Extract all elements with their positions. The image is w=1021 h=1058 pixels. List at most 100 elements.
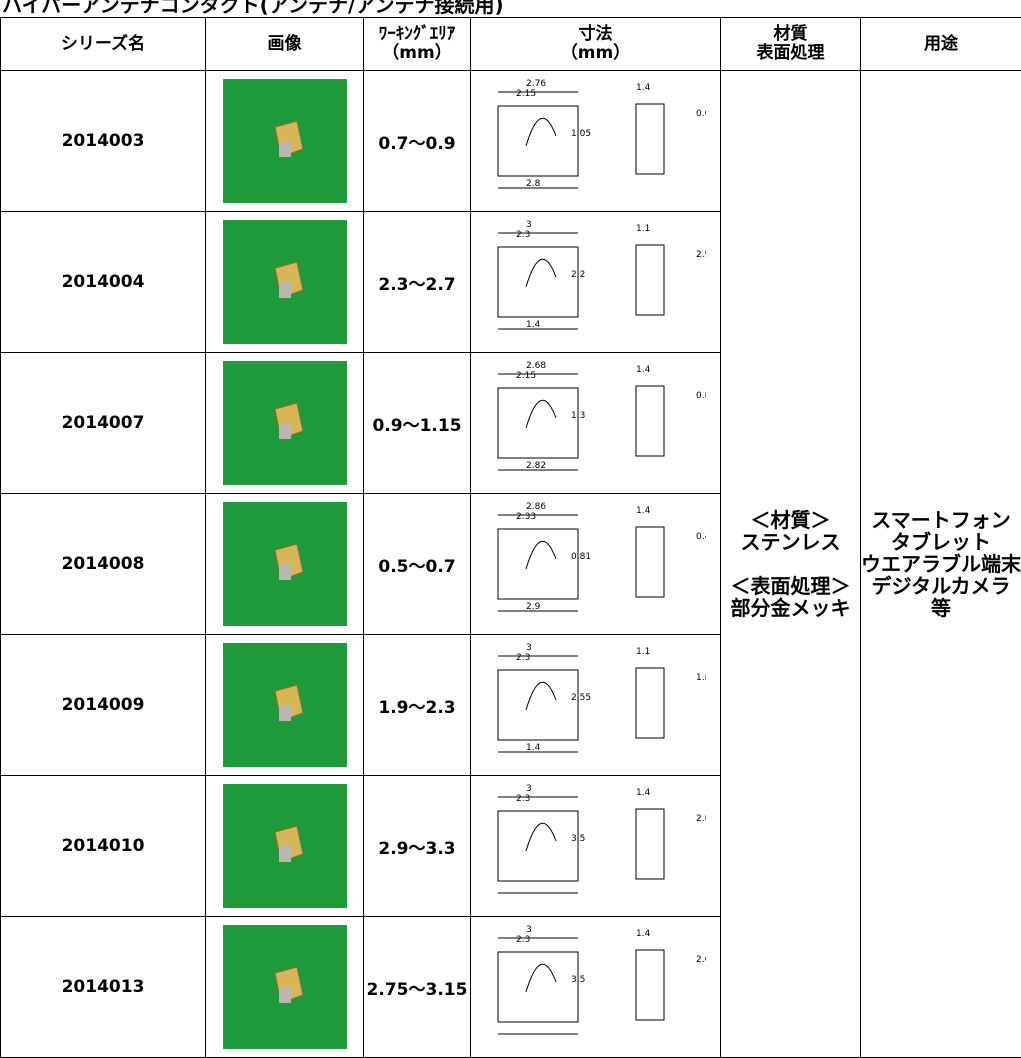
product-side bbox=[279, 705, 291, 721]
dimension-label: 2.82 bbox=[526, 461, 546, 471]
dimension-cell: 2.762.151.40.631.052.8 bbox=[471, 71, 721, 212]
product-side bbox=[279, 423, 291, 439]
series-cell: 2014004 bbox=[1, 212, 206, 353]
header-line: 画像 bbox=[206, 35, 363, 54]
side-view bbox=[498, 811, 578, 881]
dimension-label: 2.68 bbox=[526, 361, 546, 371]
dimension-label: 1.05 bbox=[571, 129, 591, 139]
working-area-cell: 0.7～0.9 bbox=[364, 71, 471, 212]
dimension-label: 2.3 bbox=[516, 653, 530, 663]
header-line: ﾜｰｷﾝｸﾞｴﾘｱ bbox=[364, 25, 470, 44]
usage-line: スマートフォン bbox=[861, 509, 1021, 531]
usage-line: ウエアラブル端末 bbox=[861, 553, 1021, 575]
material-line: 部分金メッキ bbox=[721, 597, 860, 619]
dimension-drawing: 2.862.331.40.470.812.9 bbox=[486, 499, 706, 629]
working-area-cell: 0.5～0.7 bbox=[364, 494, 471, 635]
image-cell bbox=[206, 353, 364, 494]
header-line: （mm） bbox=[364, 44, 470, 63]
dimension-drawing: 2.762.151.40.631.052.8 bbox=[486, 76, 706, 206]
dimension-label: 3 bbox=[526, 220, 532, 230]
dimension-label: 2.15 bbox=[516, 371, 536, 381]
product-image bbox=[223, 361, 347, 485]
dimension-label: 3 bbox=[526, 925, 532, 935]
header-line: 材質 bbox=[721, 25, 860, 44]
working-area-cell: 2.9～3.3 bbox=[364, 776, 471, 917]
usage-line: デジタルカメラ bbox=[861, 575, 1021, 597]
dimension-label: 1.85 bbox=[696, 673, 706, 683]
dimension-label: 1.4 bbox=[636, 365, 651, 375]
product-side bbox=[279, 282, 291, 298]
column-header: 寸法（mm） bbox=[471, 18, 721, 71]
working-area-cell: 2.75～3.15 bbox=[364, 917, 471, 1058]
working-area-cell: 0.9～1.15 bbox=[364, 353, 471, 494]
column-header: 材質表面処理 bbox=[721, 18, 861, 71]
image-cell bbox=[206, 212, 364, 353]
dimension-label: 1.4 bbox=[526, 320, 541, 330]
front-view bbox=[636, 104, 664, 174]
dimension-cell: 32.31.11.852.551.4 bbox=[471, 635, 721, 776]
row: 20140030.7～0.92.762.151.40.631.052.8＜材質＞… bbox=[1, 71, 1021, 212]
dimension-cell: 2.682.151.40.831.32.82 bbox=[471, 353, 721, 494]
image-cell bbox=[206, 635, 364, 776]
dimension-label: 2.9 bbox=[526, 602, 541, 612]
working-area-cell: 2.3～2.7 bbox=[364, 212, 471, 353]
dimension-label: 2.33 bbox=[516, 512, 536, 522]
title: ハイパーアンテナコンタクト(アンテナ/アンテナ接続用) bbox=[0, 0, 1021, 17]
header-line: 用途 bbox=[861, 35, 1021, 54]
contact-arm bbox=[526, 541, 556, 569]
product-side bbox=[279, 987, 291, 1003]
column-header: 画像 bbox=[206, 18, 364, 71]
header-line: 表面処理 bbox=[721, 44, 860, 63]
dimension-label: 3 bbox=[526, 643, 532, 653]
column-header: シリーズ名 bbox=[1, 18, 206, 71]
usage-line: 等 bbox=[861, 597, 1021, 619]
dimension-label: 2.2 bbox=[571, 270, 585, 280]
contact-arm bbox=[526, 823, 556, 851]
series-cell: 2014010 bbox=[1, 776, 206, 917]
dimension-label: 3.5 bbox=[571, 975, 585, 985]
dimension-label: 1.1 bbox=[636, 647, 650, 657]
material-line: ＜表面処理＞ bbox=[721, 575, 860, 597]
dimension-label: 2.3 bbox=[516, 794, 530, 804]
spacer bbox=[721, 553, 860, 575]
dimension-cell: 2.862.331.40.470.812.9 bbox=[471, 494, 721, 635]
dimension-drawing: 32.31.12.92.21.4 bbox=[486, 217, 706, 347]
working-area-cell: 1.9～2.3 bbox=[364, 635, 471, 776]
usage-line: タブレット bbox=[861, 531, 1021, 553]
dimension-label: 1.1 bbox=[636, 224, 650, 234]
contact-arm bbox=[526, 964, 556, 992]
dimension-label: 0.47 bbox=[696, 532, 706, 542]
dimension-label: 2.86 bbox=[526, 502, 546, 512]
image-cell bbox=[206, 776, 364, 917]
product-image bbox=[223, 502, 347, 626]
dimension-label: 0.81 bbox=[571, 552, 591, 562]
series-cell: 2014003 bbox=[1, 71, 206, 212]
dimension-label: 2.15 bbox=[516, 89, 536, 99]
side-view bbox=[498, 952, 578, 1022]
header-line: 寸法 bbox=[471, 25, 720, 44]
front-view bbox=[636, 386, 664, 456]
dimension-label: 0.83 bbox=[696, 391, 706, 401]
product-image bbox=[223, 784, 347, 908]
dimension-label: 3 bbox=[526, 784, 532, 794]
material-cell: ＜材質＞ステンレス ＜表面処理＞部分金メッキ bbox=[721, 71, 861, 1058]
product-side bbox=[279, 141, 291, 157]
material-line: ステンレス bbox=[721, 531, 860, 553]
product-image bbox=[223, 925, 347, 1049]
series-cell: 2014008 bbox=[1, 494, 206, 635]
dimension-label: 2.55 bbox=[571, 693, 591, 703]
product-image bbox=[223, 79, 347, 203]
product-side bbox=[279, 846, 291, 862]
dimension-label: 0.63 bbox=[696, 109, 706, 119]
front-view bbox=[636, 245, 664, 315]
dimension-drawing: 2.682.151.40.831.32.82 bbox=[486, 358, 706, 488]
dimension-label: 3.5 bbox=[571, 834, 585, 844]
product-side bbox=[279, 564, 291, 580]
usage-cell: スマートフォンタブレットウエアラブル端末デジタルカメラ等 bbox=[861, 71, 1021, 1058]
material-line: ＜材質＞ bbox=[721, 509, 860, 531]
front-view bbox=[636, 950, 664, 1020]
side-view bbox=[498, 388, 578, 458]
dimension-label: 2.3 bbox=[516, 935, 530, 945]
dimension-cell: 32.31.42.83.5 bbox=[471, 776, 721, 917]
dimension-label: 2.3 bbox=[516, 230, 530, 240]
